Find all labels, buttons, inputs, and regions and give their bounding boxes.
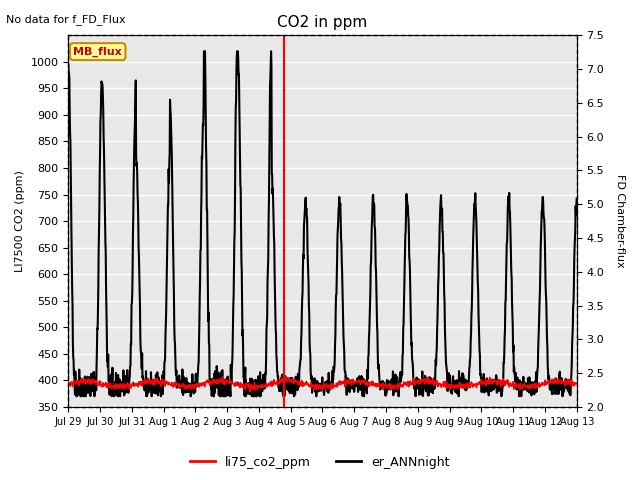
- Legend: li75_co2_ppm, er_ANNnight: li75_co2_ppm, er_ANNnight: [186, 451, 454, 474]
- Text: No data for f_FD_Flux: No data for f_FD_Flux: [6, 14, 126, 25]
- Y-axis label: LI7500 CO2 (ppm): LI7500 CO2 (ppm): [15, 170, 25, 272]
- Text: MB_flux: MB_flux: [74, 47, 122, 57]
- Title: CO2 in ppm: CO2 in ppm: [277, 15, 367, 30]
- Y-axis label: FD Chamber-flux: FD Chamber-flux: [615, 174, 625, 268]
